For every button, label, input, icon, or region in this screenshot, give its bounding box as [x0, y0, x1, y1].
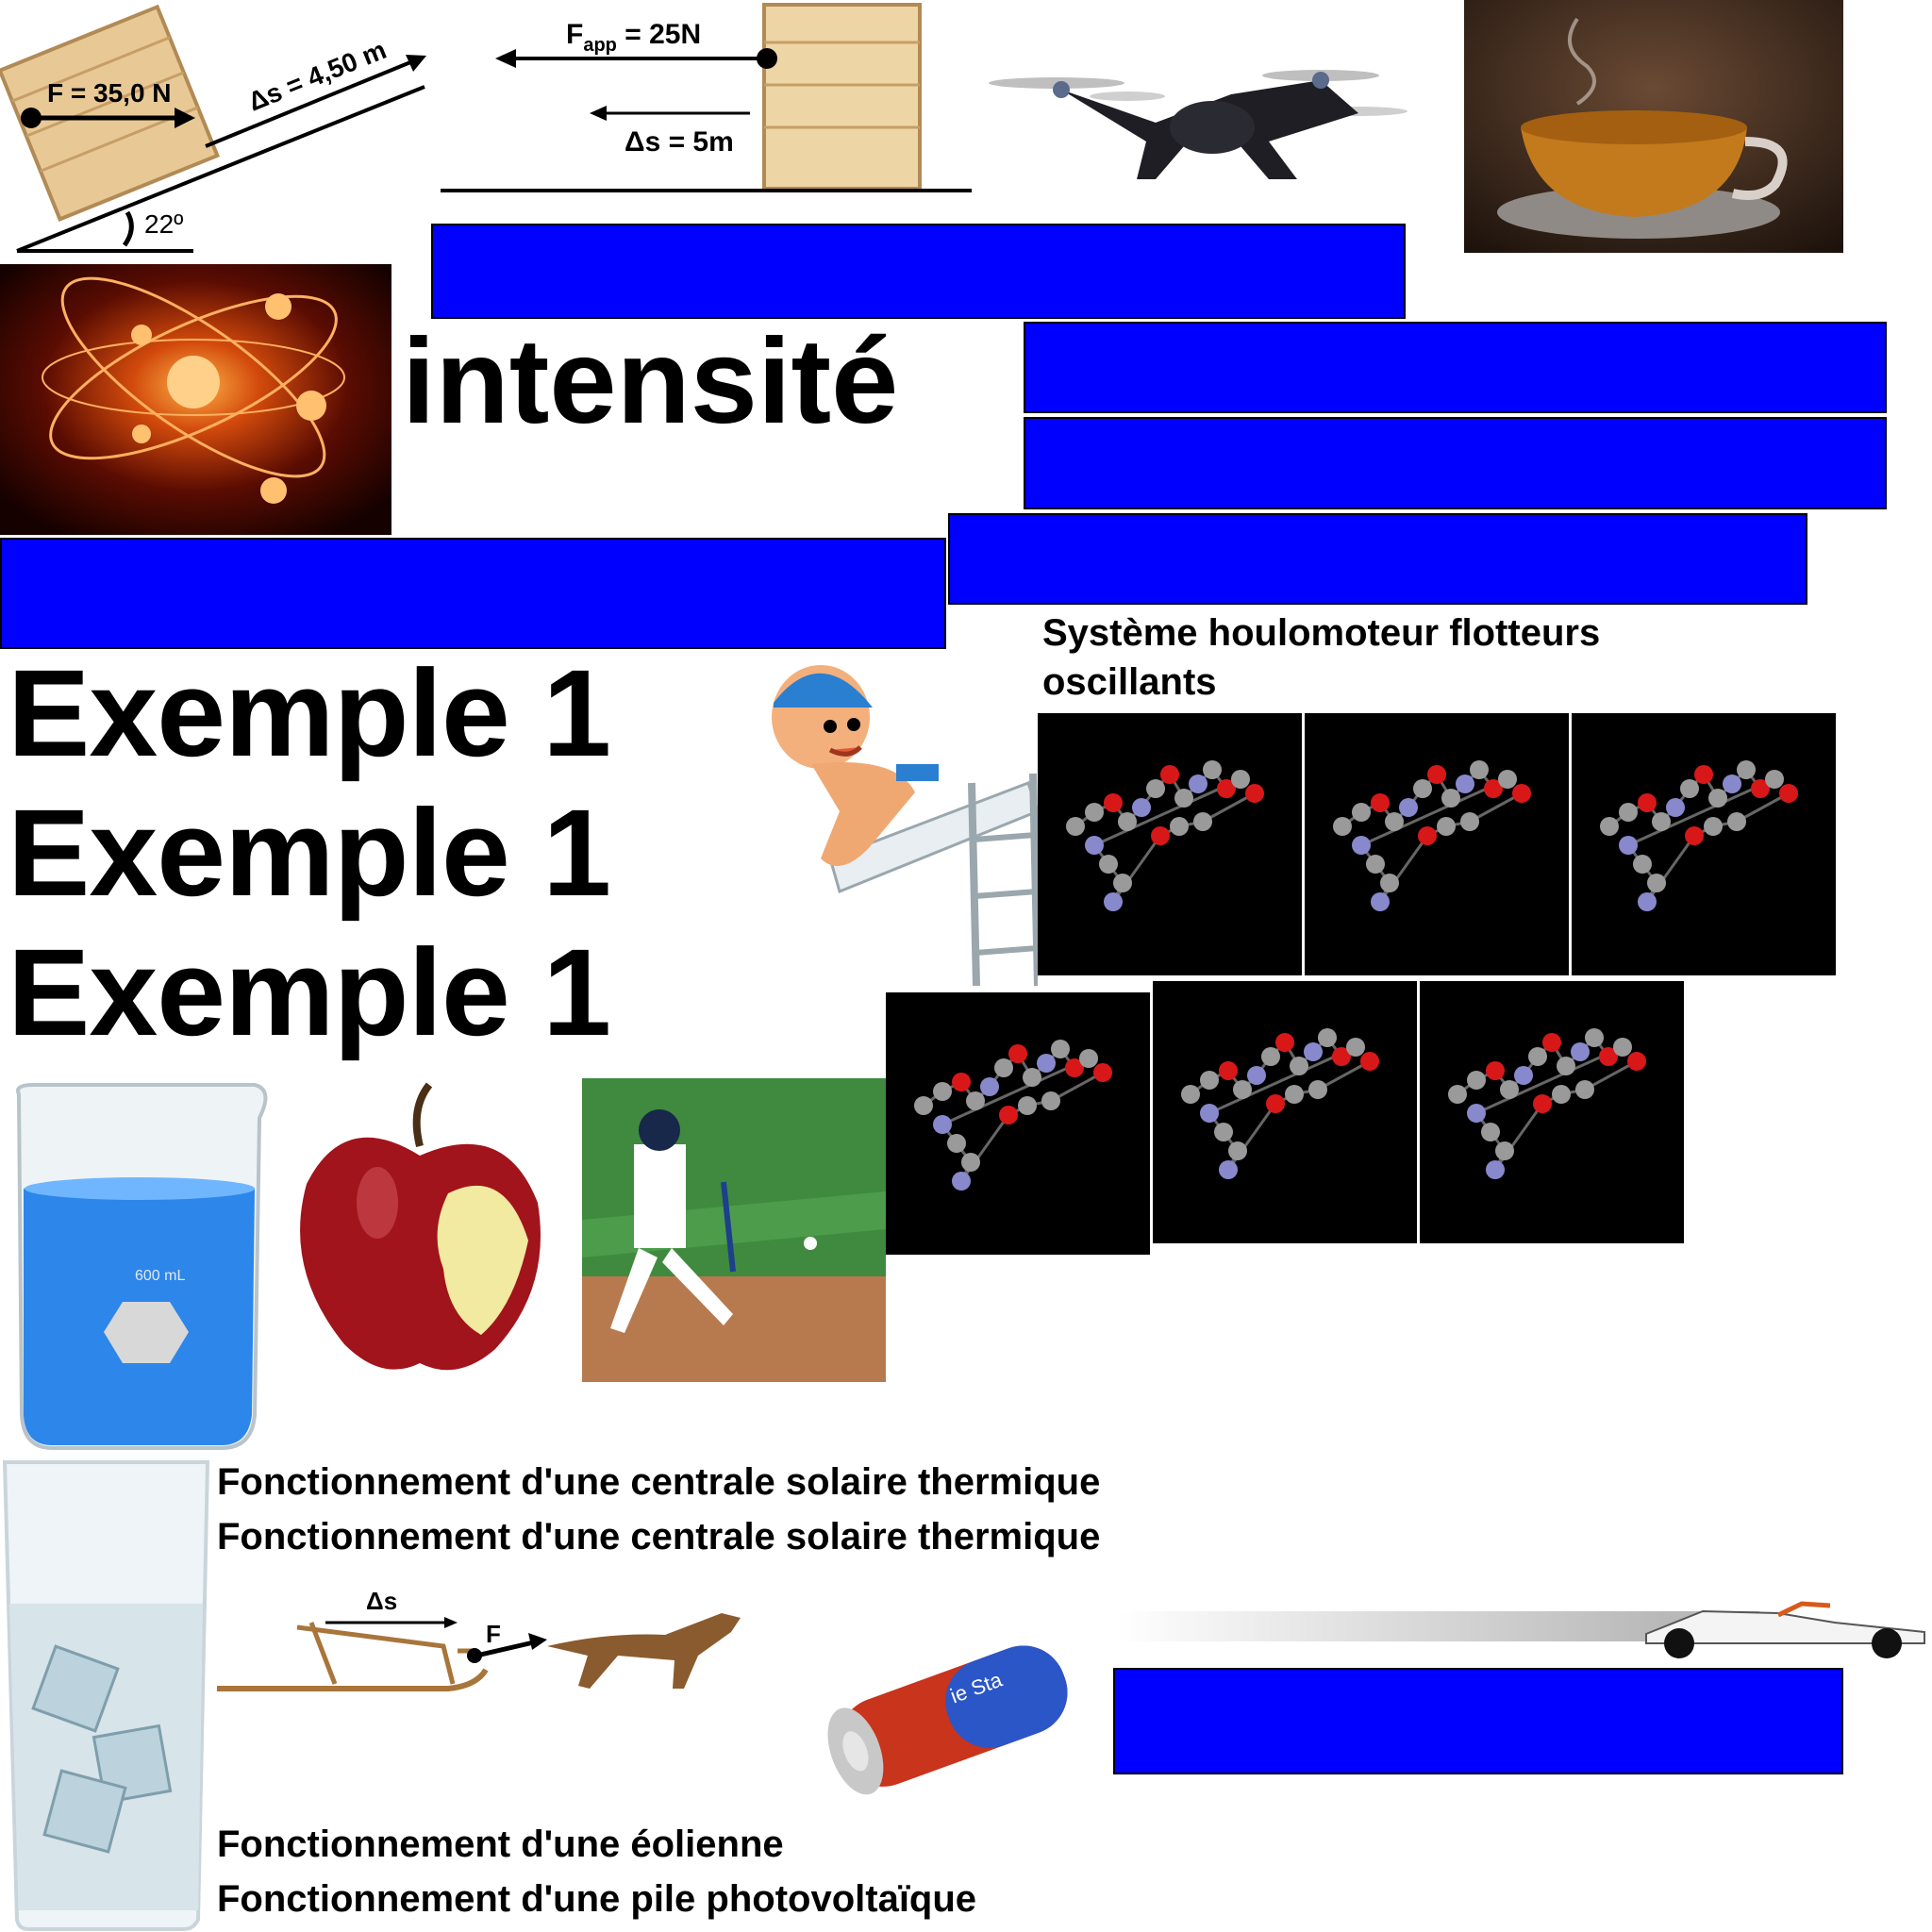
- redaction-bar: [0, 538, 946, 649]
- crate-push-diagram: Fapp = 25N Δs = 5m: [441, 3, 972, 192]
- example-heading: Exemple 1: [8, 923, 611, 1061]
- crate-ramp-diagram: F = 35,0 N Δs = 4,50 m 22º: [0, 4, 426, 253]
- crate-force-value: = 25N: [617, 19, 701, 50]
- water-glass-image: [2, 1460, 210, 1931]
- example-heading: Exemple 1: [8, 643, 611, 782]
- heading-intensite: intensité: [402, 314, 899, 449]
- crate-displacement-label: Δs = 5m: [625, 126, 734, 158]
- beaker-image: 600 mL: [16, 1083, 268, 1450]
- example-heading: Exemple 1: [8, 783, 611, 922]
- svg-text:Fapp = 25N: Fapp = 25N: [566, 19, 701, 56]
- solaire-caption: Fonctionnement d'une centrale solaire th…: [217, 1516, 1101, 1557]
- apple-image: [300, 1082, 541, 1371]
- molecule-image: [1420, 981, 1684, 1243]
- ramp-angle-label: 22º: [144, 209, 183, 239]
- pile-caption: Fonctionnement d'une pile photovoltaïque: [217, 1878, 977, 1920]
- sled-force-label: F: [486, 1620, 501, 1648]
- beaker-volume-label: 600 mL: [135, 1268, 185, 1284]
- ramp-displacement-label: Δs = 4,50 m: [244, 35, 391, 117]
- baseball-image: [582, 1078, 886, 1382]
- molecule-image: [1305, 713, 1569, 975]
- molecule-image: [1153, 981, 1417, 1243]
- race-car-image: [1118, 1601, 1925, 1658]
- solaire-caption: Fonctionnement d'une centrale solaire th…: [217, 1461, 1101, 1503]
- sled-dog-diagram: Δs F: [217, 1587, 741, 1691]
- ramp-force-label: F = 35,0 N: [47, 78, 172, 108]
- diver-cartoon: [772, 665, 1038, 987]
- drone-image: [989, 70, 1407, 179]
- tea-cup-image: [1464, 0, 1843, 253]
- crate-force-label: F: [566, 19, 583, 50]
- molecule-image: [1572, 713, 1836, 975]
- redaction-bar: [431, 224, 1406, 319]
- molecule-image: [886, 992, 1150, 1255]
- redaction-bar: [1113, 1668, 1843, 1774]
- atom-image: [0, 264, 391, 535]
- redaction-bar: [1024, 322, 1887, 413]
- molecule-image: [1038, 713, 1302, 975]
- sled-displacement-label: Δs: [366, 1587, 397, 1615]
- battery-image: ie Sta: [827, 1645, 1068, 1795]
- eolienne-caption: Fonctionnement d'une éolienne: [217, 1824, 784, 1865]
- crate-force-subscript: app: [583, 35, 617, 56]
- redaction-bar: [1024, 417, 1887, 509]
- redaction-bar: [948, 513, 1807, 605]
- houlomoteur-caption: Système houlomoteur flotteurs oscillants: [1042, 612, 1601, 703]
